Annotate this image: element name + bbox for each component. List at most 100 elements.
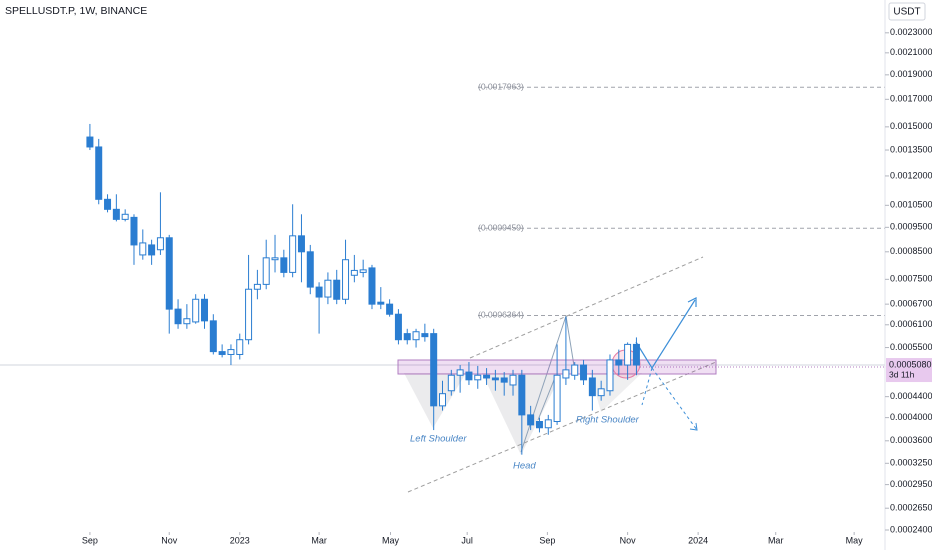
candle-body: [121, 213, 129, 220]
candle-body: [165, 237, 173, 310]
x-tick-label: 2024: [688, 535, 708, 545]
level-label: (0.0017963): [478, 81, 524, 91]
y-tick-label: 0.0003250: [890, 458, 932, 468]
currency: USDT: [893, 7, 920, 18]
y-tick-label: 0.0002400: [890, 524, 932, 534]
level-label: (0.0006364): [478, 310, 524, 320]
y-tick-label: 0.0010500: [890, 200, 932, 210]
candle-body: [218, 351, 226, 355]
candle-body: [297, 235, 305, 253]
candle-body: [474, 374, 482, 381]
y-tick-label: 0.0003600: [890, 435, 932, 445]
y-tick-label: 0.0012000: [890, 170, 932, 180]
bear-arrow-2: [651, 367, 698, 431]
candle-body: [491, 377, 499, 381]
currency-box[interactable]: [888, 2, 926, 21]
candles: [86, 123, 640, 455]
bear-arrowhead: [689, 422, 698, 431]
candle-body: [615, 359, 623, 366]
candle-body: [588, 377, 596, 397]
y-tick-label: 0.0007500: [890, 274, 932, 284]
candle-body: [192, 298, 200, 323]
candle-body: [306, 251, 314, 288]
x-tick-label: Mar: [311, 535, 327, 545]
y-tick-label: 0.0015000: [890, 121, 932, 131]
candle-body: [535, 421, 543, 429]
candle-body: [86, 136, 94, 148]
y-tick-label: 0.0009500: [890, 222, 932, 232]
candle-body: [465, 371, 473, 381]
y-tick-label: 0.0017000: [890, 94, 932, 104]
level-label: (0.0009459): [478, 223, 524, 233]
candle-body: [333, 279, 341, 300]
annotation: Left Shoulder: [410, 434, 467, 445]
x-tick-label: May: [846, 535, 864, 545]
candle-body: [350, 269, 358, 276]
axes: 0.0023000 0.0021000 0.0019000 0.0017000 0.00…: [82, 27, 932, 545]
candle-body: [439, 393, 446, 407]
candle-body: [412, 331, 420, 341]
candle-body: [606, 359, 614, 392]
candle-body: [509, 374, 517, 386]
candle-body: [271, 257, 279, 261]
x-tick-label: Sep: [82, 535, 98, 545]
candle-body: [483, 374, 491, 379]
x-tick-label: Nov: [620, 535, 637, 545]
candle-body: [148, 244, 156, 256]
candle-body: [253, 283, 261, 290]
channel-upper: [469, 256, 704, 359]
candle-body: [377, 301, 385, 305]
head-line: [520, 315, 576, 453]
candle-body: [209, 320, 217, 353]
candle-body: [227, 349, 235, 355]
candle-body: [421, 333, 429, 338]
grid-layer: (0.0017963) (0.0009459) (0.0006364): [0, 81, 885, 368]
candle-body: [518, 374, 526, 416]
candle-body: [201, 298, 209, 322]
candle-body: [580, 364, 588, 381]
candle-body: [139, 242, 147, 256]
y-tick-label: 0.0021000: [890, 47, 932, 57]
candle-body: [342, 259, 350, 300]
bear-arrow-1: [641, 367, 653, 406]
candle-body: [430, 333, 438, 407]
y-tick-label: 0.0004400: [890, 391, 932, 401]
candle-body: [315, 286, 323, 298]
last-price-label: 0.0005080: [889, 359, 932, 369]
x-tick-label: Sep: [539, 535, 555, 545]
candle-body: [289, 235, 297, 273]
candle-body: [130, 216, 138, 246]
bull-arrowhead: [687, 297, 697, 307]
y-tick-label: 0.0023000: [890, 27, 932, 37]
candle-body: [324, 279, 332, 298]
candle-body: [544, 419, 552, 429]
candle-body: [174, 308, 182, 325]
last-price-box: [886, 358, 932, 383]
y-tick-label: 0.0004000: [890, 412, 932, 422]
candle-body: [156, 237, 164, 251]
candle-body: [403, 333, 411, 341]
candle-body: [447, 374, 455, 392]
candle-body: [624, 343, 632, 366]
y-tick-label: 0.0006700: [890, 299, 932, 309]
candle-body: [112, 208, 120, 220]
x-tick-label: May: [382, 535, 400, 545]
candle-body: [562, 369, 570, 379]
y-tick-label: 0.0013500: [890, 144, 932, 154]
candle-body: [280, 257, 288, 273]
y-tick-label: 0.0008500: [890, 246, 932, 256]
chart-title: SPELLUSDT.P, 1W, BINANCE: [5, 5, 147, 17]
candle-body: [527, 414, 535, 426]
x-tick-label: Mar: [768, 535, 784, 545]
y-tick-label: 0.0002950: [890, 479, 932, 489]
y-tick-label: 0.0019000: [890, 69, 932, 79]
x-tick-label: Jul: [461, 535, 473, 545]
candle-body: [104, 198, 112, 210]
candle-body: [500, 377, 508, 383]
candle-body: [394, 313, 402, 341]
neck-line: [537, 374, 557, 421]
candle-body: [359, 269, 367, 273]
candle-body: [553, 374, 561, 423]
